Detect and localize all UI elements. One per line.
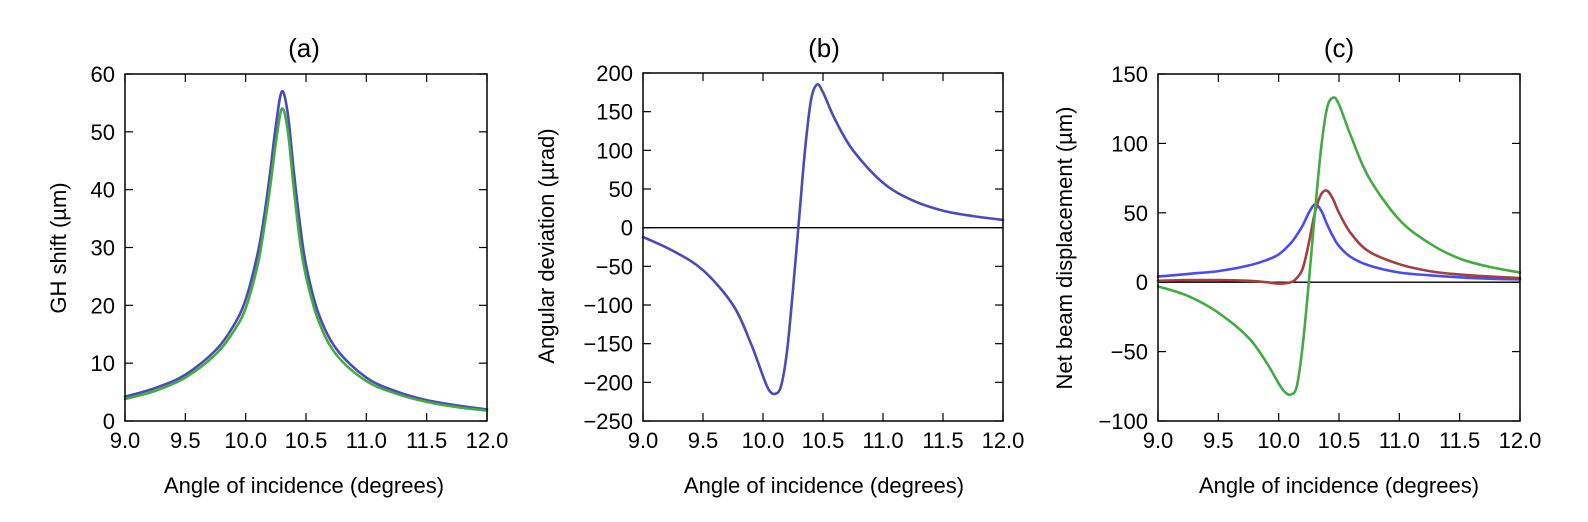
panel-c-xtick-label: 10.0 [1257,428,1300,453]
panel-c-xlabel: Angle of incidence (degrees) [1199,473,1479,498]
panel-c-title: (c) [1324,33,1354,63]
panel-c-ylabel: Net beam displacement (µm) [1052,107,1077,390]
panel-b-xtick-label: 12.0 [982,428,1025,453]
panel-b-ytick-label: 200 [596,61,633,86]
panel-b-ytick-label: −50 [596,254,633,279]
panel-c-xtick-label: 12.0 [1499,428,1542,453]
panel-c-xtick-label: 11.5 [1439,428,1480,453]
panel-a-ytick-label: 0 [103,409,115,434]
panel-a-ytick-label: 60 [91,62,115,87]
panel-c-series-line [1156,96,1522,397]
panel-a-ytick-label: 40 [91,178,115,203]
panel-b-ytick-label: −250 [583,409,633,434]
panel-b-ylabel: Angular deviation (µrad) [534,128,559,363]
panel-a-ytick-label: 10 [91,351,115,376]
panel-a: (a) Angle of incidence (degrees) GH shif… [46,33,444,498]
panel-b-xlabel: Angle of incidence (degrees) [684,473,964,498]
panel-a-xtick-label: 9.0 [110,428,141,453]
panel-c: (c) Angle of incidence (degrees) Net bea… [1052,33,1479,498]
panel-a-series-line [123,89,489,411]
panel-b-ytick-label: 0 [621,216,633,241]
panel-a-frame [124,73,488,422]
panel-c-frame [1157,73,1521,422]
panel-b-xtick-label: 11.5 [922,428,963,453]
panel-c-ytick-label: 50 [1124,201,1148,226]
panel-c-xtick-label: 9.0 [1143,428,1174,453]
panel-b-ytick-label: −150 [583,332,633,357]
panel-b-xtick-label: 9.5 [688,428,719,453]
panel-b-frame [642,72,1004,422]
panel-b-series-line [641,83,1005,396]
panel-a-series-line [123,107,489,412]
panel-b-xtick-label: 10.5 [802,428,845,453]
panel-c-plot: 9.0 9.5 10.0 10.5 11.0 11.5 12.0 150 100 50 0 −50 −1… [1098,62,1541,453]
panel-b-xtick-label: 9.0 [628,428,659,453]
panel-c-xtick-label: 9.5 [1203,428,1234,453]
panel-b-ytick-label: 150 [596,100,633,125]
panel-c-ytick-label: −50 [1111,340,1148,365]
panel-a-ytick-label: 50 [91,120,115,145]
panel-b-title: (b) [808,33,840,63]
panel-c-ytick-label: 150 [1111,62,1148,87]
panel-c-xtick-label: 10.5 [1318,428,1361,453]
panel-c-series-line [1156,189,1522,285]
panel-c-xtick-label: 11.0 [1379,428,1420,453]
panel-a-xtick-label: 12.0 [466,428,509,453]
panel-a-xtick-label: 9.5 [170,428,201,453]
panel-a-ylabel: GH shift (µm) [46,182,71,313]
panel-b-xtick-label: 11.0 [862,428,903,453]
panel-b: (b) Angle of incidence (degrees) Angular… [534,33,964,498]
panel-b-plot: 9.0 9.5 10.0 10.5 11.0 11.5 12.0 200 150 100 50 0 −5… [583,61,1024,453]
panel-b-ytick-label: 50 [609,177,633,202]
panel-b-ytick-label: −200 [583,370,633,395]
panel-a-xtick-label: 10.5 [285,428,328,453]
panel-b-ytick-label: 100 [596,138,633,163]
panel-a-ytick-label: 30 [91,236,115,261]
panel-a-xtick-label: 10.0 [224,428,267,453]
panel-a-ytick-label: 20 [91,293,115,318]
panel-c-series-line [1156,203,1522,281]
panel-a-plot: 9.0 9.5 10.0 10.5 11.0 11.5 12.0 0 10 20 30 40 50 60 [91,62,509,453]
panel-a-xtick-label: 11.0 [346,428,387,453]
panel-a-xtick-label: 11.5 [406,428,447,453]
panel-c-ytick-label: 100 [1111,131,1148,156]
panel-b-xtick-label: 10.0 [742,428,785,453]
panel-b-ytick-label: −100 [583,293,633,318]
panel-a-title: (a) [288,33,320,63]
panel-c-ytick-label: 0 [1136,270,1148,295]
panel-a-xlabel: Angle of incidence (degrees) [164,473,444,498]
panel-c-ytick-label: −100 [1098,409,1148,434]
